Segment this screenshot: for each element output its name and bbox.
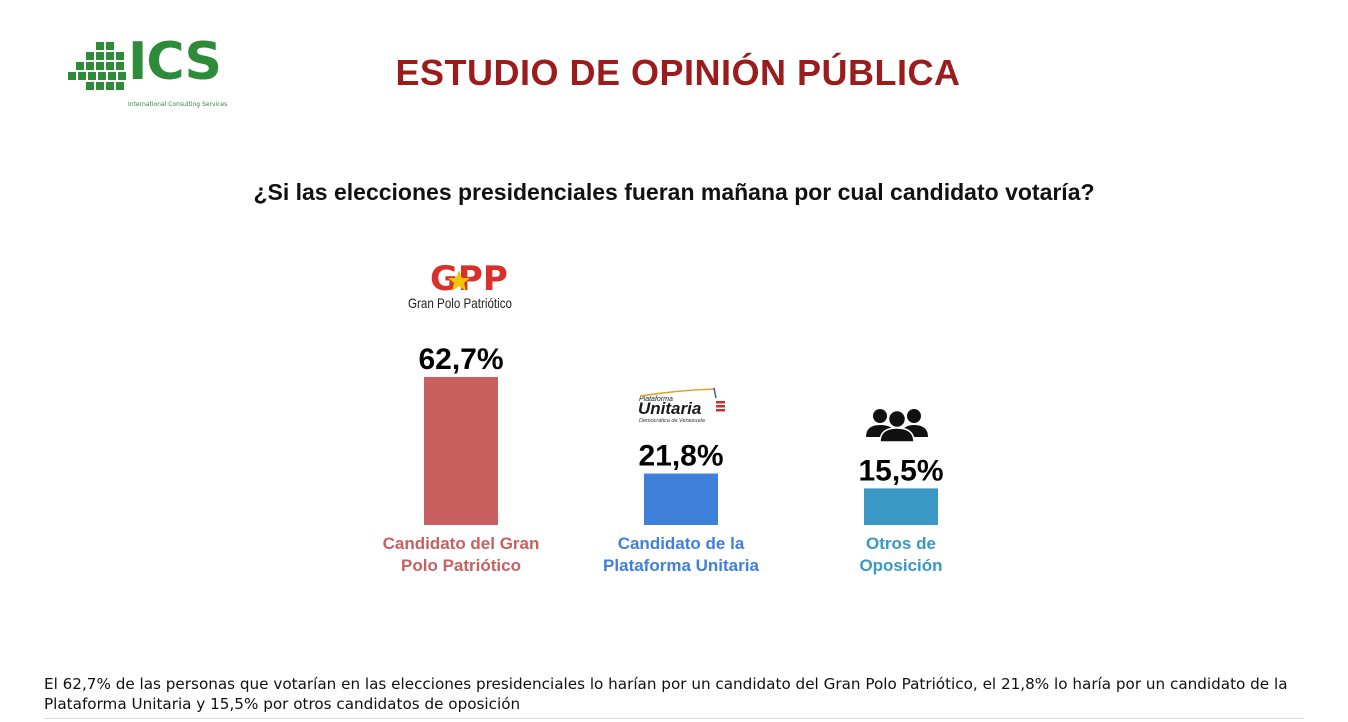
ics-logo: ICS International Consulting Services (66, 32, 228, 110)
chart-caption: El 62,7% de las personas que votarían en… (44, 675, 1288, 713)
gpp-logo-name: Gran Polo Patriótico (408, 295, 512, 311)
bar-value-label: 62,7% (418, 343, 503, 376)
unitaria-logo-bottom: Democrática de Venezuela (639, 418, 705, 424)
category-label: Polo Patriótico (401, 556, 521, 575)
gpp-logo: GPP Gran Polo Patriótico (408, 259, 512, 311)
divider (44, 718, 1304, 719)
page-title: ESTUDIO DE OPINIÓN PÚBLICA (0, 52, 1348, 94)
bar (424, 377, 498, 525)
star-icon (448, 270, 470, 291)
logo-subtitle: International Consulting Services (128, 101, 228, 108)
bar-value-label: 21,8% (638, 440, 723, 473)
unitaria-logo: Plataforma Unitaria Democrática de Venez… (638, 387, 725, 424)
bar (644, 473, 718, 525)
building-blocks-icon (68, 42, 126, 90)
category-label: Candidato de la (618, 534, 745, 553)
flag-stripes-icon (713, 387, 725, 412)
page-title-text: ESTUDIO DE OPINIÓN PÚBLICA (395, 52, 961, 93)
logo-wordmark: ICS (128, 32, 222, 92)
bar (864, 488, 938, 525)
vote-intention-chart: GPP Gran Polo Patriótico Plataforma Unit… (383, 259, 944, 575)
category-label: Candidato del Gran (383, 534, 540, 553)
category-label: Otros de (866, 534, 936, 553)
unitaria-swoosh (639, 388, 716, 397)
unitaria-logo-main: Unitaria (638, 399, 701, 418)
bar-value-label: 15,5% (858, 454, 943, 487)
chart-question: ¿Si las elecciones presidenciales fueran… (253, 179, 1095, 205)
people-group-icon (866, 409, 928, 443)
category-label: Oposición (859, 556, 942, 575)
category-label: Plataforma Unitaria (603, 556, 759, 575)
gpp-logo-mark: GPP (430, 259, 508, 299)
unitaria-logo-top: Plataforma (639, 396, 673, 403)
